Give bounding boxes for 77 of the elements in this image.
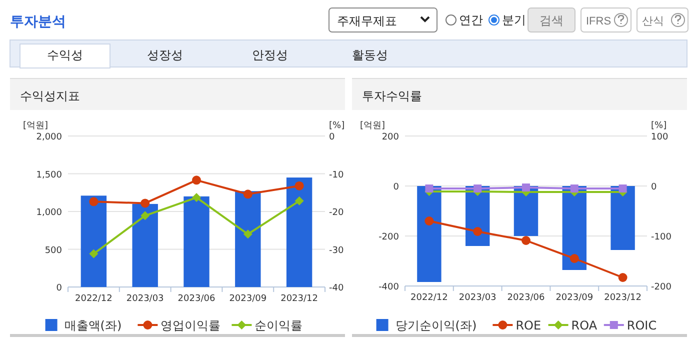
chart-title: 수익성지표 (20, 89, 80, 103)
y2-axis-title: [%] (329, 121, 345, 131)
x-tick-label: 2022/12 (410, 293, 448, 303)
point (89, 249, 98, 258)
bar (184, 196, 210, 287)
text: 연간 (459, 13, 483, 27)
point (570, 184, 578, 192)
y2-tick-label: 0 (651, 182, 657, 192)
legend-label: ROIC (626, 318, 657, 332)
point (140, 211, 150, 220)
legend-label: ROE (516, 318, 542, 332)
y-axis-title: [억원] (23, 121, 48, 131)
point (618, 273, 628, 282)
y-tick-label: -400 (378, 282, 400, 292)
x-tick-label: 2023/03 (126, 294, 164, 304)
y2-tick-label: -100 (651, 232, 672, 242)
y2-tick-label: -30 (329, 246, 344, 256)
legend-label: 매출액(좌) (64, 318, 122, 332)
bar (80, 196, 107, 287)
text: 안정성 (252, 48, 288, 62)
point (243, 230, 252, 239)
point (294, 181, 304, 190)
y2-tick-label: -10 (329, 170, 344, 180)
y2-axis-title: [%] (651, 121, 667, 131)
text: 투자분석 (10, 14, 66, 30)
x-tick-label: 2023/09 (556, 293, 594, 303)
x-tick-label: 2023/06 (507, 293, 545, 303)
x-tick-label: 2023/12 (604, 293, 642, 303)
point (618, 184, 627, 192)
chart-title: 투자수익률 (362, 89, 422, 103)
point (243, 190, 252, 199)
point (192, 193, 201, 202)
x-tick-label: 2023/09 (229, 294, 267, 304)
y-axis-title: [억원] (360, 121, 386, 131)
bar (132, 204, 158, 287)
point (424, 216, 434, 226)
y2-tick-label: -40 (329, 284, 344, 294)
y-tick-label: 0 (393, 182, 400, 192)
y2-tick-label: 0 (329, 132, 335, 142)
y2-tick-label: -20 (329, 208, 344, 218)
point (522, 184, 530, 192)
y-tick-label: 1,000 (36, 208, 62, 218)
y-tick-label: 1,500 (36, 170, 62, 180)
text: IFRS (586, 16, 612, 28)
point (570, 254, 579, 263)
text: 산식 (642, 16, 664, 28)
y-tick-label: 2,000 (36, 132, 62, 142)
legend-label: 당기순이익(좌) (395, 318, 477, 332)
text: 수익성 (47, 48, 83, 62)
y2-tick-label: -200 (651, 282, 672, 292)
text: 검색 (540, 14, 564, 28)
legend-label: 영업이익률 (160, 318, 221, 332)
text: 주재무제표 (337, 14, 397, 28)
text: 활동성 (352, 48, 388, 62)
x-tick-label: 2023/12 (280, 294, 318, 304)
y-tick-label: 200 (382, 132, 400, 142)
point (522, 236, 530, 245)
x-tick-label: 2022/12 (75, 294, 112, 304)
y-tick-label: -200 (378, 232, 400, 242)
point (473, 227, 482, 236)
bar (286, 178, 312, 287)
x-tick-label: 2023/06 (178, 294, 216, 304)
point (294, 196, 304, 206)
point (140, 198, 150, 208)
point (192, 176, 201, 185)
y-tick-label: 500 (44, 246, 62, 256)
text: 분기 (502, 13, 526, 27)
x-tick-label: 2023/03 (458, 293, 496, 303)
legend-label: ROA (571, 318, 598, 332)
y2-tick-label: 100 (651, 132, 668, 142)
y-tick-label: 0 (56, 284, 62, 294)
point (89, 197, 98, 206)
point (425, 184, 434, 192)
legend-label: 순이익률 (254, 318, 303, 332)
bar (235, 191, 261, 287)
point (474, 184, 482, 192)
text: 성장성 (147, 48, 183, 62)
